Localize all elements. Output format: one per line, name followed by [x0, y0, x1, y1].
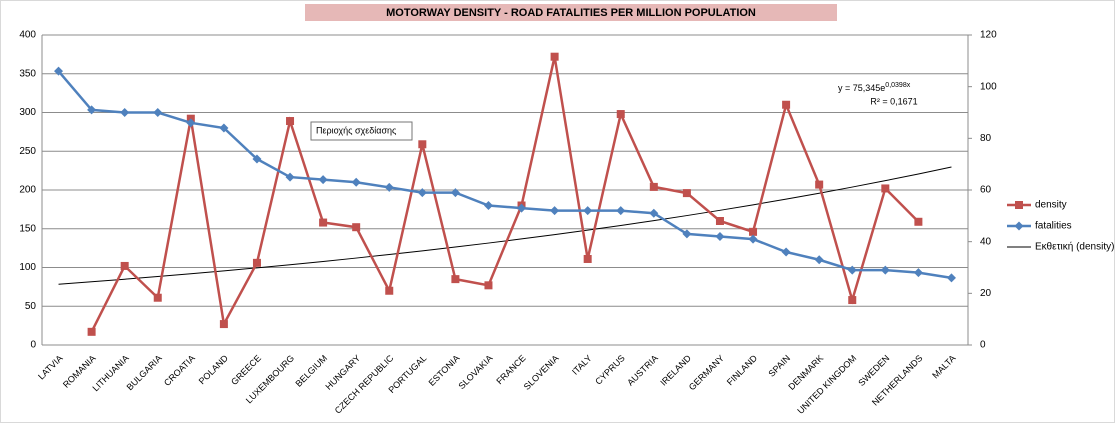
legend-marker	[1015, 201, 1023, 209]
legend-label: density	[1035, 200, 1067, 211]
marker	[120, 108, 130, 117]
marker	[814, 255, 824, 265]
marker	[352, 223, 361, 232]
y2-tick-label: 80	[980, 133, 992, 144]
marker	[682, 229, 692, 239]
marker	[649, 208, 659, 218]
marker	[847, 265, 857, 275]
y2-tick-label: 100	[980, 81, 997, 92]
legend-label: fatalities	[1035, 221, 1072, 232]
y-tick-label: 150	[19, 223, 36, 234]
marker	[54, 66, 64, 76]
y2-tick-label: 0	[980, 340, 986, 351]
chart-title: MOTORWAY DENSITY - ROAD FATALITIES PER M…	[386, 7, 756, 19]
y-tick-label: 100	[19, 262, 36, 273]
y-tick-label: 400	[19, 30, 36, 41]
y-tick-label: 0	[30, 340, 36, 351]
marker	[781, 247, 791, 257]
marker	[748, 234, 758, 244]
marker	[186, 118, 196, 128]
marker	[715, 232, 725, 241]
marker	[153, 293, 162, 302]
trend-label: y = 75,345e0,0398x R² = 0,1671	[838, 82, 918, 107]
y-tick-label: 200	[19, 185, 36, 196]
marker	[417, 188, 427, 198]
marker	[782, 100, 791, 109]
series-line	[57, 70, 952, 280]
marker	[418, 140, 427, 149]
legend-marker	[1014, 221, 1024, 231]
marker	[881, 184, 890, 193]
marker	[583, 206, 593, 216]
y-tick-label: 300	[19, 107, 36, 118]
marker	[450, 188, 460, 198]
legend-label: Εκθετική (density)	[1035, 241, 1114, 253]
marker	[913, 268, 923, 278]
marker	[749, 227, 758, 236]
marker	[385, 286, 394, 295]
marker	[550, 206, 560, 216]
y-tick-label: 350	[19, 68, 36, 79]
marker	[715, 217, 724, 225]
y-tick-label: 50	[25, 301, 37, 312]
marker	[517, 203, 527, 213]
marker	[252, 154, 262, 164]
series-line	[90, 56, 920, 333]
marker	[451, 275, 460, 284]
marker	[87, 327, 96, 336]
tooltip: Περιοχής σχεδίασης	[316, 125, 397, 135]
marker	[815, 180, 824, 189]
marker	[219, 320, 228, 329]
y2-tick-label: 120	[980, 30, 997, 41]
marker	[153, 108, 163, 117]
marker	[616, 110, 625, 119]
tooltip-box	[310, 121, 413, 141]
marker	[351, 177, 361, 187]
title-box	[305, 4, 837, 21]
marker	[848, 296, 857, 305]
marker	[550, 52, 559, 61]
marker	[914, 217, 923, 226]
marker	[87, 105, 97, 115]
y2-tick-label: 40	[980, 236, 992, 247]
marker	[880, 265, 890, 275]
marker	[946, 273, 956, 283]
marker	[682, 189, 691, 198]
marker	[616, 206, 626, 216]
trend-r2: R² = 0,1671	[870, 96, 917, 106]
marker	[483, 201, 493, 210]
trendline	[58, 166, 952, 285]
marker	[318, 175, 328, 185]
y2-tick-label: 20	[980, 288, 992, 299]
marker	[252, 258, 261, 267]
marker	[484, 281, 493, 290]
marker	[384, 182, 394, 192]
marker	[649, 182, 658, 191]
trend-equation: y = 75,345e0,0398x	[838, 82, 911, 94]
marker	[319, 218, 328, 227]
marker	[286, 117, 295, 126]
y2-tick-label: 60	[980, 185, 992, 196]
y-tick-label: 250	[19, 146, 36, 157]
marker	[583, 254, 592, 263]
marker	[219, 123, 229, 133]
marker	[285, 172, 295, 182]
marker	[120, 261, 129, 270]
